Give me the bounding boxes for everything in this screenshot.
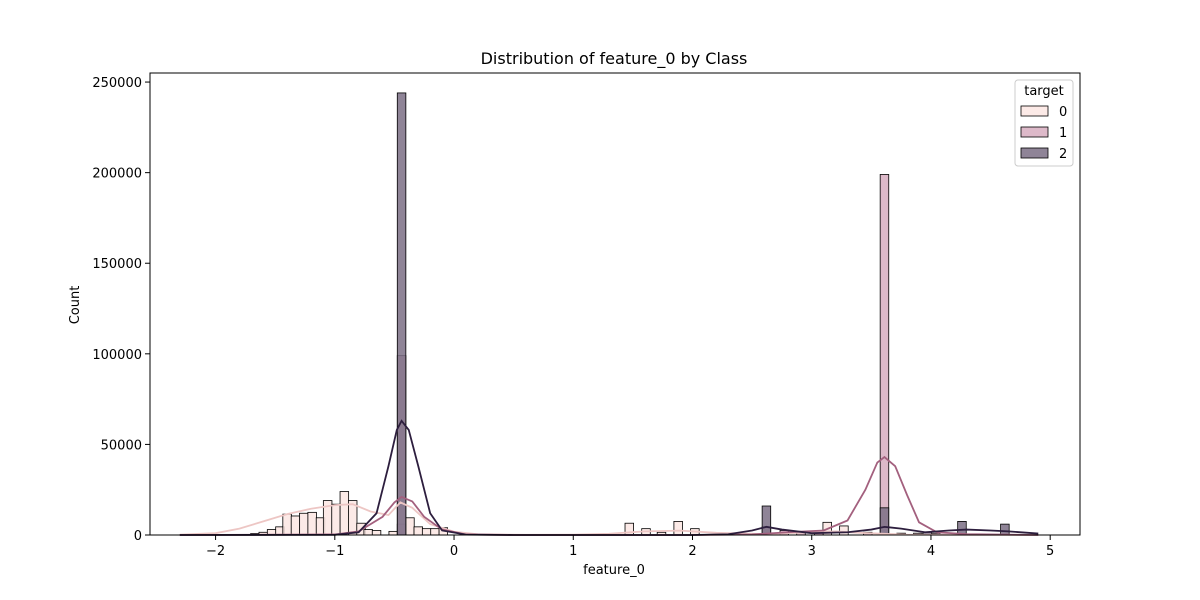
legend-swatch-0	[1020, 105, 1049, 117]
bar-class-1-1	[879, 174, 890, 536]
bar-class-0-6	[299, 512, 309, 536]
bar-class-0-15	[371, 530, 382, 536]
y-tick-label: 100000	[92, 348, 142, 363]
plot-axes: −2 −1 0 1 2 3 4 5 0 50000 100000 150000 200000 250000	[92, 72, 1081, 559]
bar-class-0-16	[388, 530, 398, 536]
bar-class-0-29	[839, 525, 849, 536]
x-tick-label: 2	[688, 544, 696, 559]
legend-swatch-1	[1020, 126, 1049, 138]
y-tick-label: 50000	[101, 438, 142, 453]
legend-box	[1014, 79, 1074, 167]
legend-label-1: 1	[1059, 126, 1067, 141]
y-tick-label: 0	[134, 529, 142, 544]
bar-class-0-18	[405, 517, 415, 536]
plot-frame	[149, 72, 1081, 536]
chart-title: Distribution of feature_0 by Class	[481, 49, 748, 69]
bar-class-0-5	[290, 515, 301, 536]
y-tick-label: 150000	[92, 257, 142, 272]
x-axis-label: feature_0	[583, 563, 645, 578]
bar-class-0-19	[413, 526, 423, 536]
bar-class-0-4	[282, 513, 292, 536]
bar-class-0-11	[339, 491, 350, 536]
x-tick-label: −2	[206, 544, 225, 559]
x-tick-label: 5	[1046, 544, 1054, 559]
chart-legend: target 0 1 2	[1014, 79, 1074, 167]
legend-swatch-2	[1020, 147, 1049, 159]
legend-label-2: 2	[1059, 147, 1067, 162]
bar-class-2-1	[879, 507, 890, 536]
bar-class-0-7	[307, 511, 317, 536]
bar-class-0-14	[363, 529, 373, 536]
bar-class-0-20	[421, 528, 432, 536]
x-tick-label: 4	[927, 544, 935, 559]
legend-label-0: 0	[1059, 105, 1067, 120]
x-tick-label: 0	[450, 544, 458, 559]
x-tick-label: −1	[325, 544, 344, 559]
y-tick-label: 200000	[92, 167, 142, 182]
kde-curve-class-1	[179, 455, 1039, 536]
bar-class-2-0	[396, 92, 407, 536]
x-tick-label: 3	[808, 544, 816, 559]
bar-class-2-2	[761, 505, 772, 536]
kde-curve-class-2	[179, 419, 1039, 536]
bar-class-0-10	[331, 503, 341, 536]
bar-class-2-4	[1000, 523, 1010, 536]
bar-class-0-26	[673, 521, 683, 536]
legend-title: target	[1024, 84, 1064, 99]
x-tick-label: 1	[569, 544, 577, 559]
y-axis-label: Count	[68, 286, 83, 325]
y-tick-label: 250000	[92, 76, 142, 91]
bar-class-0-21	[430, 528, 440, 536]
kde-curves	[179, 419, 1039, 536]
